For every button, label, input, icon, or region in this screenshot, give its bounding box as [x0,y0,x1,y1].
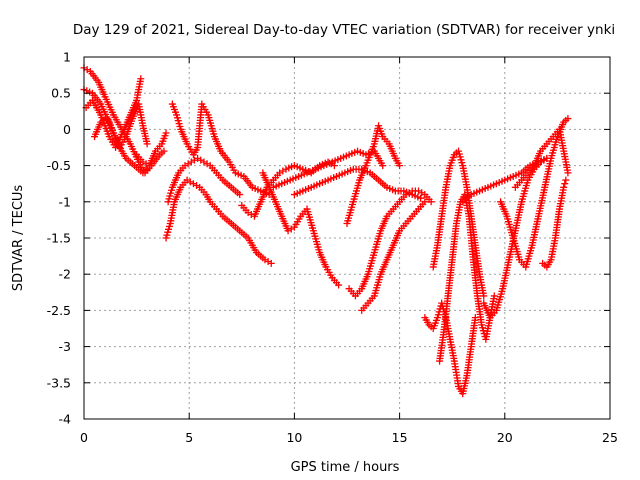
series-arc-22 [511,125,572,191]
data-series [80,64,572,398]
y-tick-label: -1 [59,194,71,209]
data-point [562,176,570,184]
data-point [490,292,498,300]
series-arc-13 [343,122,404,228]
series-arc-12 [290,165,425,202]
data-point [561,180,569,188]
data-point [471,314,479,322]
x-axis-title: GPS time / hours [291,460,400,475]
data-point [162,129,170,137]
series-arc-16 [421,299,479,398]
y-tick-label: 0.5 [51,86,71,101]
data-point [236,191,244,199]
data-point [564,169,572,177]
data-point [137,75,145,83]
series-arc-19 [459,154,551,206]
data-point [330,162,338,170]
y-tick-label: -2.5 [47,303,71,318]
y-tick-label: 1 [63,50,71,65]
data-point [564,115,572,123]
series-arc-6 [162,176,275,267]
data-point [396,162,404,170]
x-tick-label: 5 [185,430,193,445]
x-tick-label: 25 [602,430,618,445]
x-tick-label: 20 [497,430,513,445]
y-tick-label: -1.5 [47,231,71,246]
series-arc-11 [269,147,387,191]
data-point [160,147,168,155]
data-point [267,259,275,267]
series-arc-4 [91,100,151,151]
series-arc-5 [133,129,170,170]
y-tick-label: -3.5 [47,375,71,390]
data-point [379,162,387,170]
series-arc-23 [539,176,570,271]
y-axis-title: SDTVAR / TECUs [11,185,26,292]
series-arc-7 [164,154,244,206]
data-point [421,198,429,206]
x-tick-label: 0 [80,430,88,445]
axis-ticks: 0 5 10 15 20 25 1 0.5 0 -0.5 -1 -1.5 -2 -2.5 -3 -3.5 -4 [47,50,618,446]
y-tick-label: -0.5 [47,158,71,173]
data-point [480,292,488,300]
data-point [427,198,435,206]
data-point [560,183,568,191]
series-arc-3 [82,75,145,151]
data-point [143,140,151,148]
series-arc-15 [358,198,429,314]
y-tick-label: 0 [63,122,71,137]
y-tick-label: -4 [59,412,72,427]
series-arc-2 [80,64,168,177]
x-tick-label: 10 [286,430,302,445]
series-arc-8 [168,100,273,199]
y-tick-label: -2 [59,267,71,282]
data-point [417,194,425,202]
x-tick-label: 15 [392,430,408,445]
chart-title: Day 129 of 2021, Sidereal Day-to-day VTE… [73,22,615,38]
data-point [335,281,343,289]
series-arc-10 [259,169,343,289]
series-arc-21 [497,115,572,271]
series-arc-18 [436,191,498,365]
y-tick-label: -3 [59,339,71,354]
series-arc-14 [345,187,435,300]
